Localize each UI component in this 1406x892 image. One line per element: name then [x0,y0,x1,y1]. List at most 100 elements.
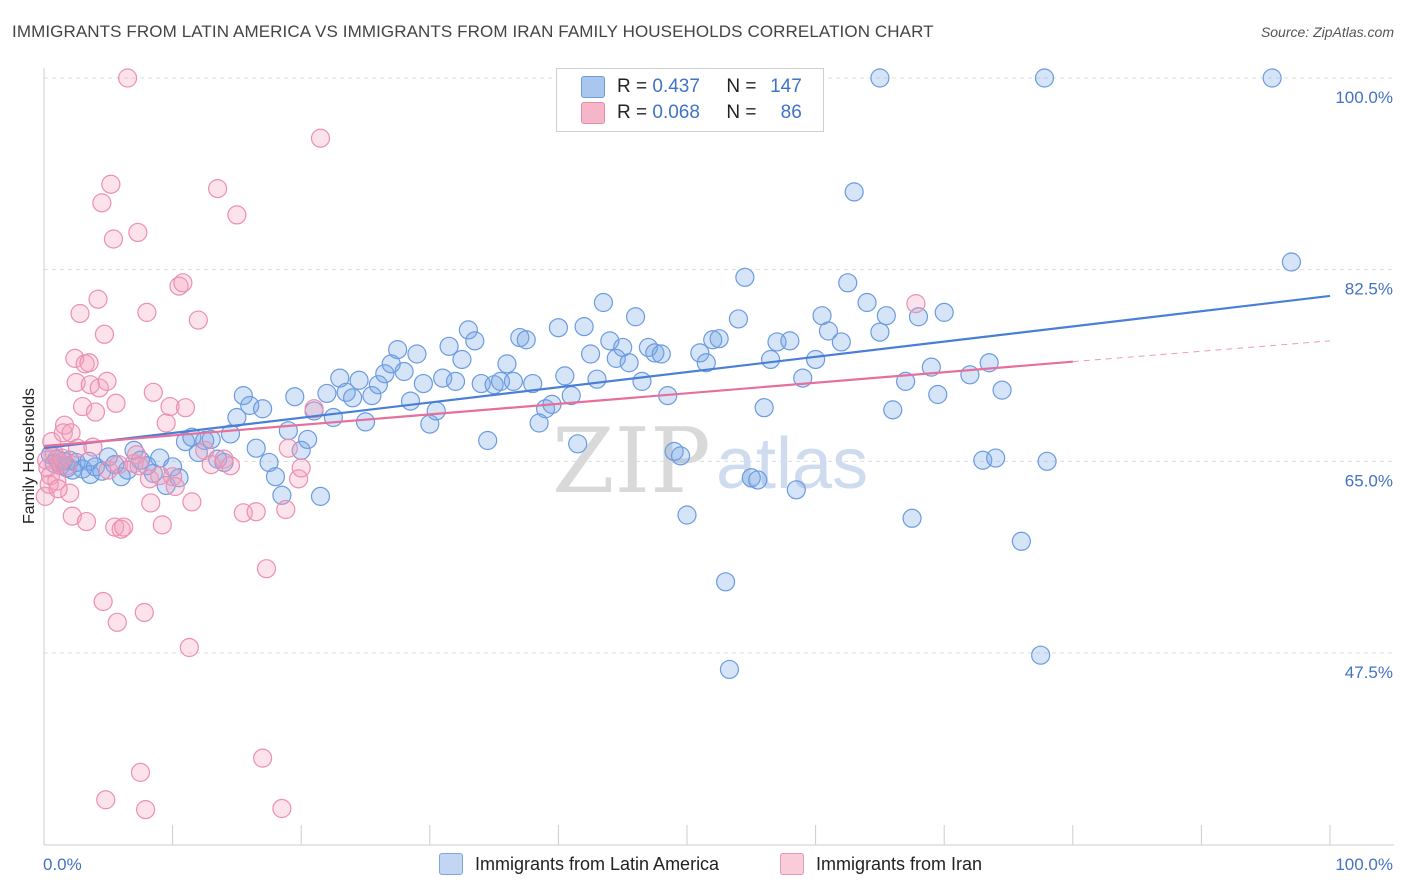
iran-point [53,423,73,443]
iran-point [66,372,86,393]
iran-point [97,371,117,391]
source-label: Source: ZipAtlas.com [1260,24,1394,40]
iran-point [111,519,131,539]
latin-america-point [375,364,395,384]
legend-n-value: 86 [780,102,802,123]
latin-america-point [831,332,851,352]
latin-america-point [934,302,954,322]
latin-america-point [651,344,671,364]
iran-point [39,474,59,494]
axes [43,68,1394,846]
chart-title: IMMIGRANTS FROM LATIN AMERICA VS IMMIGRA… [12,22,934,41]
latin-america-point [497,354,517,374]
latin-america-point [407,344,427,364]
series-iran-points [35,68,926,820]
iran-point [85,402,106,422]
iran-point [134,602,154,623]
x-tick-label-max: 100.0% [1335,855,1393,874]
latin-america-point [503,371,523,391]
latin-america-point [709,329,729,349]
gridlines [44,77,1394,654]
latin-america-point [780,331,800,351]
latin-america-point [548,318,569,338]
latin-america-point [754,398,774,418]
latin-america-point [285,387,305,407]
iran-point [114,517,134,537]
latin-america-point [715,572,736,592]
legend-swatch-iran [581,102,605,124]
latin-america-point [580,344,601,364]
iran-point [165,476,185,497]
iran-point [129,456,149,476]
y-tick-labels: 100.0% 82.5% 65.0% 47.5% [1335,88,1393,682]
latin-america-point [388,340,408,360]
iran-point [173,273,193,293]
latin-america-point [1034,68,1055,88]
latin-america-point [394,361,414,382]
latin-america-point [98,447,118,467]
latin-america-point [516,330,536,350]
latin-america-point [838,273,858,293]
latin-america-point [445,371,466,391]
latin-america-point [343,388,363,408]
bottom-legend-swatch-iran [780,853,804,875]
latin-america-point [330,368,350,388]
iran-point [179,637,199,658]
bottom-legend-label-iran: Immigrants from Iran [816,853,983,874]
iran-point [60,483,80,503]
latin-america-point [259,452,279,473]
latin-america-point [246,438,266,458]
latin-america-point [870,68,890,88]
latin-america-point [1262,68,1282,88]
latin-america-point [632,371,652,391]
latin-america-point [606,348,626,368]
latin-america-point [921,357,941,377]
latin-america-point [1031,645,1051,665]
latin-america-point [748,470,768,490]
latin-america-point [233,386,253,406]
latin-america-point [349,370,369,390]
latin-america-point [760,349,781,370]
legend-n-label: N = [726,76,757,97]
iran-point [278,438,298,458]
latin-america-point [986,448,1006,468]
latin-america-point [317,383,337,404]
iran-point [92,193,112,213]
iran-point [208,179,228,199]
latin-america-point [1037,451,1057,471]
bottom-legend-iran: Immigrants from Iran [780,852,982,876]
y-tick-label: 65.0% [1345,471,1393,490]
latin-america-point [690,343,710,363]
iran-point [906,294,926,314]
latin-america-point [928,384,948,405]
iran-point [89,378,109,398]
bottom-legend-label-latin: Immigrants from Latin America [475,853,720,874]
latin-america-point [272,485,292,505]
latin-america-point [400,391,421,411]
iran-point [304,399,324,419]
iran-point [220,456,241,476]
latin-america-point [619,353,639,373]
iran-point [79,353,99,373]
latin-america-point [529,413,549,433]
iran-point [98,460,118,480]
iran-point [70,303,90,324]
iran-point [156,413,176,433]
iran-point [94,324,115,344]
latin-america-point [992,380,1012,400]
trend-line-iran-extension [1072,340,1331,363]
latin-america-point [876,306,896,326]
iran-point [47,471,67,491]
trend-line-latin-america [43,294,1331,450]
iran-point [310,128,331,148]
latin-america-point [805,349,826,370]
y-axis-title: Family Households [21,388,38,524]
latin-america-point [857,292,877,313]
iran-point [54,415,75,435]
bottom-legend-latin: Immigrants from Latin America [439,852,719,876]
latin-america-point [458,320,478,340]
y-tick-label: 82.5% [1345,280,1393,299]
iran-point [160,396,180,417]
latin-america-point [523,373,543,394]
latin-america-point [195,430,215,451]
